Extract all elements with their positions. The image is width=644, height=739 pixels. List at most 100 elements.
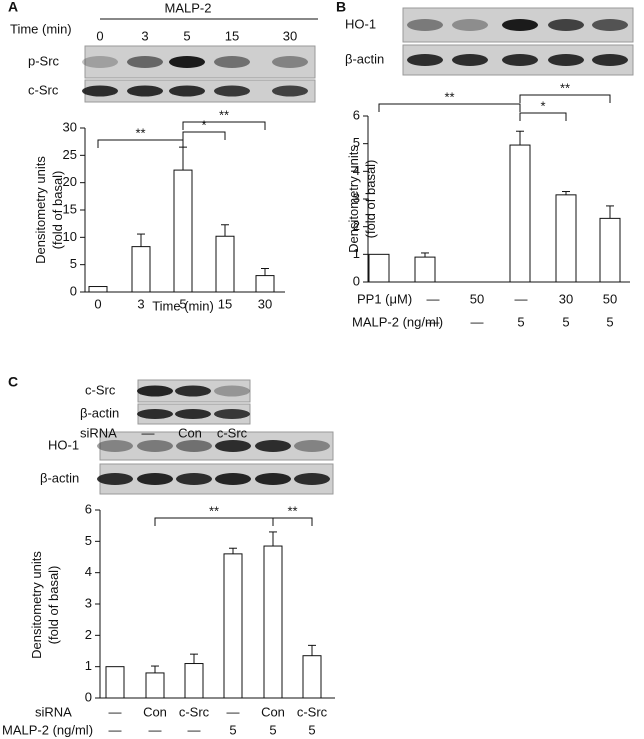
y-tick-label: 4 (353, 163, 360, 178)
significance-label: ** (209, 503, 219, 518)
blot-band (407, 54, 443, 66)
significance-bracket (154, 517, 274, 526)
y-tick-label: 20 (63, 174, 77, 189)
blot-band (215, 473, 251, 485)
x-tick-label: 5 (179, 296, 186, 311)
condition-label: Con (261, 704, 285, 719)
x-tick-label: 3 (137, 296, 144, 311)
y-tick-label: 2 (85, 627, 92, 642)
condition-label: — (471, 314, 484, 329)
panel-label: A (8, 0, 18, 15)
blot-band (592, 19, 628, 31)
significance-bracket (182, 131, 226, 140)
condition-label: 50 (470, 291, 484, 306)
blot-label: HO-1 (48, 437, 79, 452)
lane-label: 0 (96, 28, 103, 43)
blot-band (452, 54, 488, 66)
significance-label: ** (219, 107, 229, 122)
blot-band (176, 473, 212, 485)
blot-label: c-Src (85, 382, 116, 397)
y-tick-label: 6 (85, 501, 92, 516)
significance-bracket (519, 94, 611, 103)
condition-label: — (142, 425, 155, 440)
bar (145, 672, 165, 699)
significance-bracket (272, 517, 313, 526)
y-axis-label: Densitometry units (fold of basal) (33, 156, 65, 264)
condition-label: — (109, 704, 122, 719)
y-tick-label: 1 (353, 246, 360, 261)
condition-label: — (427, 291, 440, 306)
blot-band (97, 440, 133, 452)
condition-label: — (227, 704, 240, 719)
blot-label: β-actin (40, 470, 79, 485)
blot-band (137, 440, 173, 452)
blot-band (127, 56, 163, 68)
bar (555, 194, 577, 283)
bar (223, 553, 243, 699)
bar (184, 663, 204, 699)
y-tick-label: 25 (63, 147, 77, 162)
significance-label: ** (287, 503, 297, 518)
x-axis-label: Time (min) (152, 298, 214, 313)
condition-label: 5 (308, 722, 315, 737)
bar (263, 545, 283, 699)
blot-band (548, 19, 584, 31)
y-tick-label: 5 (70, 256, 77, 271)
y-axis-label-line: Densitometry units (29, 551, 44, 659)
condition-label: 5 (606, 314, 613, 329)
condition-label: — (149, 722, 162, 737)
bar (105, 666, 125, 699)
y-tick-label: 2 (353, 218, 360, 233)
blot-band (215, 440, 251, 452)
condition-label: — (109, 722, 122, 737)
condition-label: 5 (562, 314, 569, 329)
condition-label: c-Src (179, 704, 210, 719)
lane-title: Time (min) (10, 21, 72, 36)
bar (215, 235, 235, 293)
blot-band (214, 409, 250, 419)
significance-bracket (378, 103, 521, 112)
condition-label: 5 (517, 314, 524, 329)
lane-label: 5 (183, 28, 190, 43)
lane-label: 3 (141, 28, 148, 43)
blot-band (175, 385, 211, 397)
blot-band (294, 440, 330, 452)
blot-band (127, 85, 163, 97)
bar (302, 655, 322, 699)
blot-band (407, 19, 443, 31)
y-tick-label: 0 (85, 689, 92, 704)
blot-band (548, 54, 584, 66)
blot-band (214, 85, 250, 97)
condition-label: 5 (229, 722, 236, 737)
bar (509, 144, 531, 283)
condition-label: — (427, 314, 440, 329)
blot-band (82, 85, 118, 97)
bar (599, 217, 621, 283)
y-axis-label: Densitometry units (fold of basal) (346, 145, 378, 253)
condition-name: siRNA (35, 704, 72, 719)
bar (414, 256, 436, 283)
y-tick-label: 6 (353, 107, 360, 122)
x-tick-label: 30 (258, 296, 272, 311)
y-tick-label: 3 (85, 595, 92, 610)
y-tick-label: 3 (353, 190, 360, 205)
blot-label: β-actin (345, 51, 384, 66)
blot-label: β-actin (80, 405, 119, 420)
condition-name: PP1 (μM) (357, 291, 412, 306)
condition-label: c-Src (297, 704, 328, 719)
blot-band (502, 19, 538, 31)
condition-label: c-Src (217, 425, 248, 440)
blot-band (272, 56, 308, 68)
blot-label: p-Src (28, 53, 60, 68)
blot-band (255, 473, 291, 485)
y-axis-label-line: Densitometry units (346, 145, 361, 253)
blot-band (137, 385, 173, 397)
significance-bracket (97, 139, 184, 148)
condition-name: MALP-2 (ng/ml) (352, 314, 443, 329)
blot-band (169, 85, 205, 97)
y-axis-label-line: (fold of basal) (46, 566, 61, 645)
blot-band (592, 54, 628, 66)
bar (255, 275, 275, 293)
blot-label: HO-1 (345, 16, 376, 31)
